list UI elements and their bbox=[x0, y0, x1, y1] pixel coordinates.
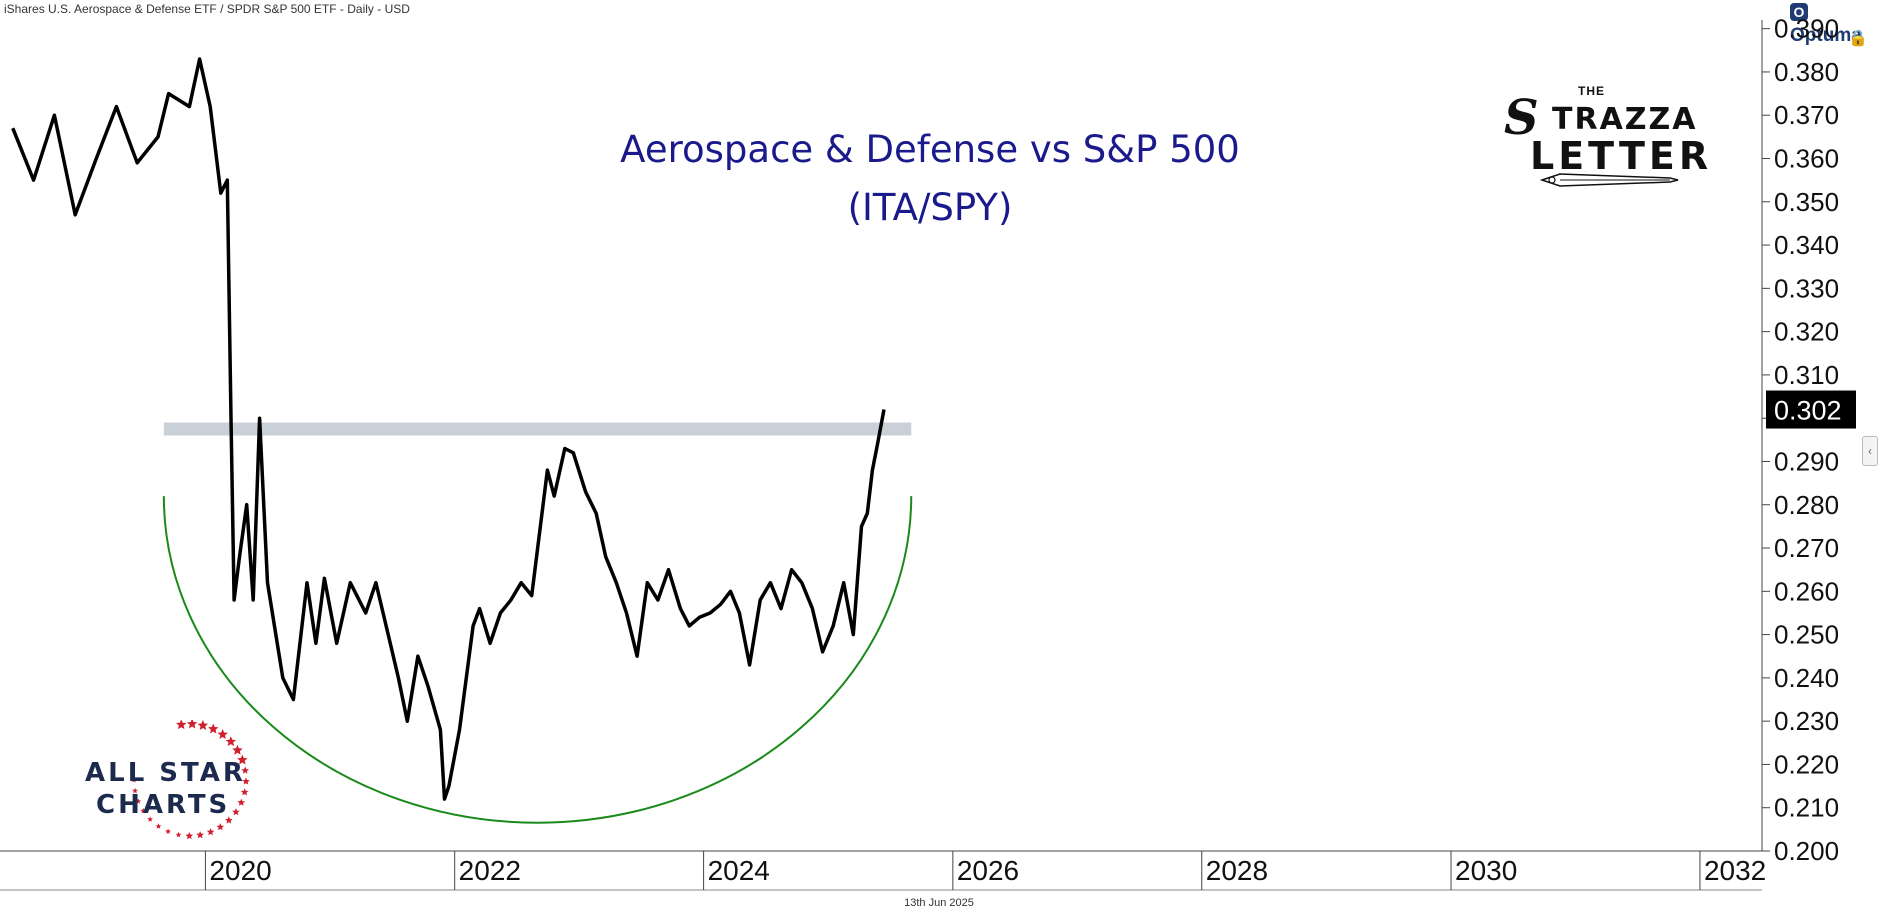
chart-subtitle: (ITA/SPY) bbox=[847, 186, 1013, 229]
y-tick-label: 0.350 bbox=[1774, 187, 1839, 217]
strazza-letter-logo: THE S TRAZZA LETTER bbox=[1500, 72, 1708, 192]
y-tick-label: 0.280 bbox=[1774, 490, 1839, 520]
stars-ring-icon bbox=[131, 720, 250, 840]
y-tick-label: 0.370 bbox=[1774, 100, 1839, 130]
y-tick-label: 0.310 bbox=[1774, 360, 1839, 390]
optuma-brand: O Optuma bbox=[1790, 3, 1878, 47]
star-icon bbox=[185, 832, 194, 840]
chart-header-text: iShares U.S. Aerospace & Defense ETF / S… bbox=[4, 2, 410, 16]
strazza-logo-s: S bbox=[1504, 90, 1539, 146]
lock-icon[interactable]: 🔒 bbox=[1848, 30, 1868, 47]
y-tick-label: 0.260 bbox=[1774, 576, 1839, 606]
x-tick-label: 2020 bbox=[209, 855, 271, 886]
footer-date: 13th Jun 2025 bbox=[904, 897, 974, 909]
allstar-logo-line1: ALL STAR bbox=[85, 758, 246, 788]
y-tick-label: 0.380 bbox=[1774, 57, 1839, 87]
star-icon bbox=[176, 720, 187, 730]
y-tick-label: 0.230 bbox=[1774, 706, 1839, 736]
star-icon bbox=[147, 816, 153, 822]
x-tick-label: 2024 bbox=[708, 855, 770, 886]
star-icon bbox=[135, 798, 141, 804]
y-tick-label: 0.290 bbox=[1774, 446, 1839, 476]
x-tick-label: 2026 bbox=[957, 855, 1019, 886]
allstar-logo-line2: CHARTS bbox=[96, 790, 231, 820]
strazza-logo-trazza: TRAZZA bbox=[1552, 102, 1698, 137]
resistance-band bbox=[163, 422, 912, 436]
star-icon bbox=[242, 777, 250, 785]
star-icon bbox=[155, 823, 162, 829]
star-icon bbox=[197, 720, 209, 730]
x-tick-label: 2022 bbox=[459, 855, 521, 886]
star-icon bbox=[165, 828, 171, 834]
optuma-logo-icon: O bbox=[1790, 3, 1808, 21]
y-tick-label: 0.250 bbox=[1774, 620, 1839, 650]
last-value-tag bbox=[1766, 390, 1856, 429]
ita-spy-line bbox=[11, 57, 886, 801]
chart-title: Aerospace & Defense vs S&P 500 bbox=[620, 128, 1240, 171]
last-value-label: 0.302 bbox=[1774, 396, 1842, 426]
rounding-bottom-arc bbox=[162, 496, 913, 824]
pen-nib-icon bbox=[1540, 173, 1679, 187]
y-tick-label: 0.320 bbox=[1774, 317, 1839, 347]
star-icon bbox=[186, 720, 198, 729]
x-tick-label: 2028 bbox=[1206, 855, 1268, 886]
x-tick-label: 2032 bbox=[1704, 855, 1766, 886]
y-tick-label: 0.240 bbox=[1774, 663, 1839, 693]
x-tick-label: 2030 bbox=[1455, 855, 1517, 886]
y-tick-label: 0.390 bbox=[1774, 14, 1839, 44]
y-tick-label: 0.270 bbox=[1774, 533, 1839, 563]
y-tick-label: 0.200 bbox=[1774, 836, 1839, 866]
star-icon bbox=[225, 816, 233, 824]
optuma-brand-name: Optuma bbox=[1790, 25, 1862, 46]
star-icon bbox=[240, 788, 249, 796]
star-icon bbox=[225, 736, 237, 747]
star-icon bbox=[241, 766, 249, 774]
y-tick-label: 0.210 bbox=[1774, 793, 1839, 823]
star-icon bbox=[206, 828, 215, 836]
star-icon bbox=[175, 831, 182, 838]
star-icon bbox=[232, 744, 243, 755]
star-icon bbox=[237, 754, 248, 765]
star-icon bbox=[216, 823, 225, 831]
y-tick-label: 0.360 bbox=[1774, 144, 1839, 174]
star-icon bbox=[132, 787, 138, 794]
all-star-charts-logo: ALL STAR CHARTS bbox=[80, 720, 290, 840]
star-icon bbox=[237, 798, 246, 806]
star-icon bbox=[140, 807, 147, 814]
star-icon bbox=[208, 723, 219, 734]
star-icon bbox=[196, 831, 204, 839]
star-icon bbox=[217, 729, 228, 739]
star-icon bbox=[232, 808, 240, 816]
y-tick-label: 0.330 bbox=[1774, 273, 1839, 303]
y-tick-label: 0.220 bbox=[1774, 749, 1839, 779]
strazza-logo-the: THE bbox=[1578, 84, 1605, 98]
star-icon bbox=[131, 777, 137, 783]
y-tick-label: 0.340 bbox=[1774, 230, 1839, 260]
strazza-logo-letter: LETTER bbox=[1530, 134, 1713, 178]
